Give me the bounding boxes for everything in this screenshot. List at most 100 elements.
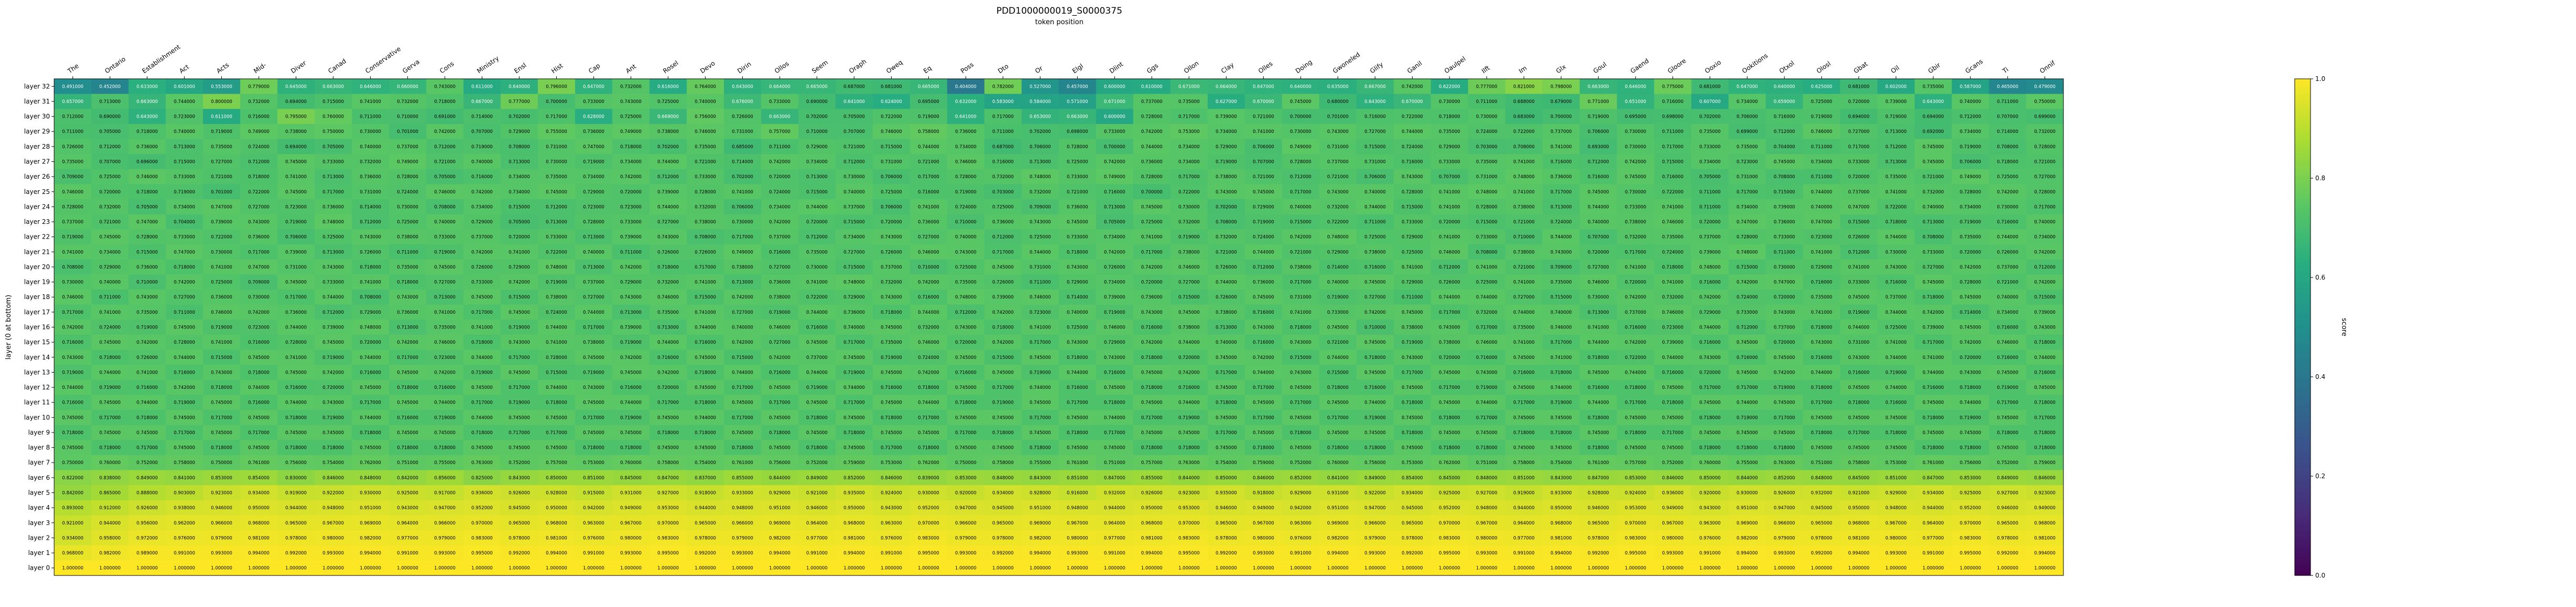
heatmap-cell [2026, 485, 2064, 501]
cell-value-label: 0.978000 [285, 536, 307, 541]
heatmap-cell [500, 440, 538, 456]
cell-value-label: 0.670000 [1253, 99, 1274, 105]
cell-value-label: 0.718000 [1029, 446, 1051, 451]
cell-value-label: 0.741000 [1513, 280, 1535, 285]
heatmap-cell [1840, 169, 1878, 184]
heatmap-cell [1430, 470, 1469, 486]
heatmap-cell [128, 395, 166, 410]
heatmap-cell [91, 320, 129, 335]
heatmap-cell [2026, 139, 2064, 155]
cell-value-label: 0.981000 [546, 536, 567, 541]
cell-value-label: 0.751000 [1104, 460, 1126, 466]
heatmap-cell [575, 229, 613, 245]
cell-value-label: 0.736000 [323, 204, 344, 210]
cell-value-label: 0.743000 [1215, 190, 1237, 195]
heatmap-cell [500, 365, 538, 380]
cell-value-label: 0.967000 [1476, 521, 1498, 526]
heatmap-cell [1914, 214, 1953, 230]
cell-value-label: 0.930000 [1736, 491, 1758, 496]
heatmap-cell [128, 259, 166, 275]
heatmap-cell [984, 109, 1022, 125]
cell-value-label: 0.607000 [1699, 99, 1721, 105]
cell-value-label: 0.705000 [843, 115, 865, 120]
cell-value-label: 0.745000 [1253, 190, 1274, 195]
heatmap-cell [463, 154, 501, 170]
cell-value-label: 0.944000 [285, 506, 307, 511]
heatmap-cell [538, 379, 576, 395]
cell-value-label: 0.719000 [1327, 295, 1349, 300]
heatmap-cell [538, 365, 576, 380]
heatmap-cell [1394, 79, 1432, 95]
heatmap-cell [873, 184, 911, 200]
cell-value-label: 0.745000 [546, 446, 567, 451]
heatmap-cell [1244, 244, 1283, 260]
cell-value-label: 0.717000 [1550, 340, 1572, 345]
cell-value-label: 0.978000 [508, 536, 530, 541]
heatmap-cell [426, 334, 464, 350]
heatmap-cell [1059, 289, 1097, 305]
heatmap-cell [240, 109, 278, 125]
cell-value-label: 0.740000 [1550, 310, 1572, 315]
heatmap-cell [1133, 244, 1171, 260]
cell-value-label: 0.728000 [1141, 115, 1163, 120]
heatmap-cell [1096, 304, 1134, 320]
heatmap-cell [724, 229, 762, 245]
heatmap-cell [1951, 124, 1989, 140]
cell-value-label: 0.744000 [918, 145, 939, 150]
heatmap-cell [538, 229, 576, 245]
heatmap-cell [314, 395, 352, 410]
heatmap-cell [835, 244, 873, 260]
cell-value-label: 0.965000 [1215, 521, 1237, 526]
cell-value-label: 0.758000 [173, 460, 195, 466]
cell-value-label: 0.717000 [2034, 415, 2056, 420]
heatmap-cell [240, 199, 278, 215]
cell-value-label: 0.740000 [955, 235, 977, 240]
cell-value-label: 0.846000 [1253, 476, 1274, 481]
heatmap-cell [352, 124, 390, 140]
cell-value-label: 0.717000 [1029, 340, 1051, 345]
cell-value-label: 0.715000 [508, 295, 530, 300]
heatmap-cell [1951, 455, 1989, 471]
cell-value-label: 0.745000 [62, 415, 84, 420]
heatmap-cell [612, 349, 650, 365]
cell-value-label: 0.745000 [360, 446, 381, 451]
cell-value-label: 0.719000 [508, 400, 530, 406]
heatmap-cell [1542, 259, 1580, 275]
cell-value-label: 0.967000 [1885, 521, 1907, 526]
cell-value-label: 0.923000 [211, 491, 232, 496]
cell-value-label: 0.743000 [323, 265, 344, 270]
heatmap-cell [1430, 199, 1469, 215]
heatmap-cell [1691, 169, 1729, 184]
heatmap-cell [54, 320, 92, 335]
cell-value-label: 0.993000 [323, 551, 344, 556]
heatmap-cell [1021, 470, 1059, 486]
cell-value-label: 0.977000 [1923, 536, 1944, 541]
heatmap-cell [761, 425, 799, 440]
cell-value-label: 0.718000 [434, 99, 456, 105]
heatmap-cell [798, 214, 836, 230]
heatmap-cell [1096, 109, 1134, 125]
cell-value-label: 0.967000 [323, 521, 344, 526]
cell-value-label: 0.721000 [99, 220, 121, 225]
heatmap-cell [687, 365, 724, 380]
cell-value-label: 0.734000 [1960, 204, 1981, 210]
heatmap-cell [575, 455, 613, 471]
cell-value-label: 0.733000 [546, 235, 567, 240]
cell-value-label: 0.720000 [1848, 99, 1869, 105]
heatmap-cell [947, 79, 985, 95]
cell-value-label: 0.713000 [1885, 160, 1907, 165]
cell-value-label: 0.979000 [434, 536, 456, 541]
cell-value-label: 0.718000 [397, 280, 418, 285]
cell-value-label: 0.745000 [1699, 400, 1721, 406]
cell-value-label: 0.624000 [881, 99, 902, 105]
heatmap-cell [1729, 470, 1766, 486]
heatmap-cell [91, 349, 129, 365]
heatmap-cell [2026, 440, 2064, 456]
y-tick-label: layer 2 [28, 534, 50, 541]
cell-value-label: 0.977000 [806, 536, 828, 541]
heatmap-cell [1319, 365, 1357, 380]
cell-value-label: 0.950000 [843, 506, 865, 511]
cell-value-label: 0.740000 [1067, 310, 1088, 315]
cell-value-label: 0.979000 [211, 536, 232, 541]
heatmap-cell [724, 395, 762, 410]
